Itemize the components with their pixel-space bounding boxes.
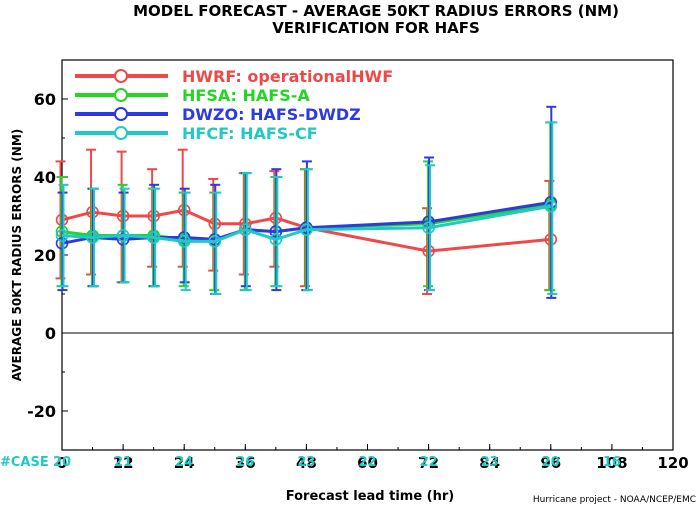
case-count: 21 [114,455,132,470]
data-point [300,223,313,236]
case-count: 22 [358,455,376,470]
series-4 [55,121,558,295]
data-point [269,233,283,246]
legend-label: HWRF: operationalHWF [182,67,393,86]
x-axis-label: Forecast lead time (hr) [286,489,454,504]
case-count: 16 [603,455,621,470]
x-tick-label: 0 [57,454,67,472]
x-tick-label: 72 [418,454,439,472]
data-point [55,229,69,242]
y-tick-label: 60 [34,90,56,109]
legend-marker [114,107,128,121]
data-point [55,237,69,250]
case-count: 26 [236,455,254,470]
case-count-label: #CASE [0,455,49,470]
data-point [147,231,160,244]
data-point [544,199,558,213]
x-tick-label: 96 [540,454,561,472]
data-point [544,196,558,209]
case-count: 20 [53,455,71,470]
data-point [422,221,435,234]
chart-title: MODEL FORECAST - AVERAGE 50KT RADIUS ERR… [133,2,619,20]
data-point [177,231,191,244]
case-count: 22 [420,455,438,470]
x-tick-label: 36 [235,454,256,472]
x-tick-label: 12 [113,454,134,472]
data-point [208,235,222,248]
data-point [116,233,130,246]
y-tick-label: 40 [34,168,56,187]
legend-label: HFCF: HAFS-CF [182,124,318,143]
data-point [177,235,191,248]
case-count: 23 [297,455,315,470]
data-point [239,223,252,236]
case-count: 24 [175,455,193,470]
y-tick-label: 0 [45,324,56,343]
legend-marker [114,69,128,83]
data-point [116,229,130,242]
data-point [269,225,283,238]
credit-text: Hurricane project - NOAA/NCEP/EMC [533,495,696,505]
chart-subtitle: VERIFICATION FOR HAFS [272,19,480,37]
legend-marker [114,126,128,140]
x-tick-label: 108 [596,454,627,472]
legend-label: DWZO: HAFS-DWDZ [182,105,361,124]
y-tick-label: -20 [27,402,56,421]
x-tick-label: 120 [657,454,688,472]
series-line [61,200,552,245]
case-count: 20 [542,455,560,470]
x-tick-label: 84 [479,454,500,472]
x-tick-label: 60 [357,454,378,472]
y-tick-label: 20 [34,246,56,265]
x-tick-label: 48 [296,454,317,472]
legend-label: HFSA: HAFS-A [182,86,310,105]
x-tick-label: 24 [174,454,195,472]
case-count: 23 [481,455,499,470]
data-point [86,231,99,244]
legend-marker [114,88,128,102]
series-line [61,204,552,243]
y-axis-label: AVERAGE 50KT RADIUS ERRORS (NM) [10,129,24,381]
